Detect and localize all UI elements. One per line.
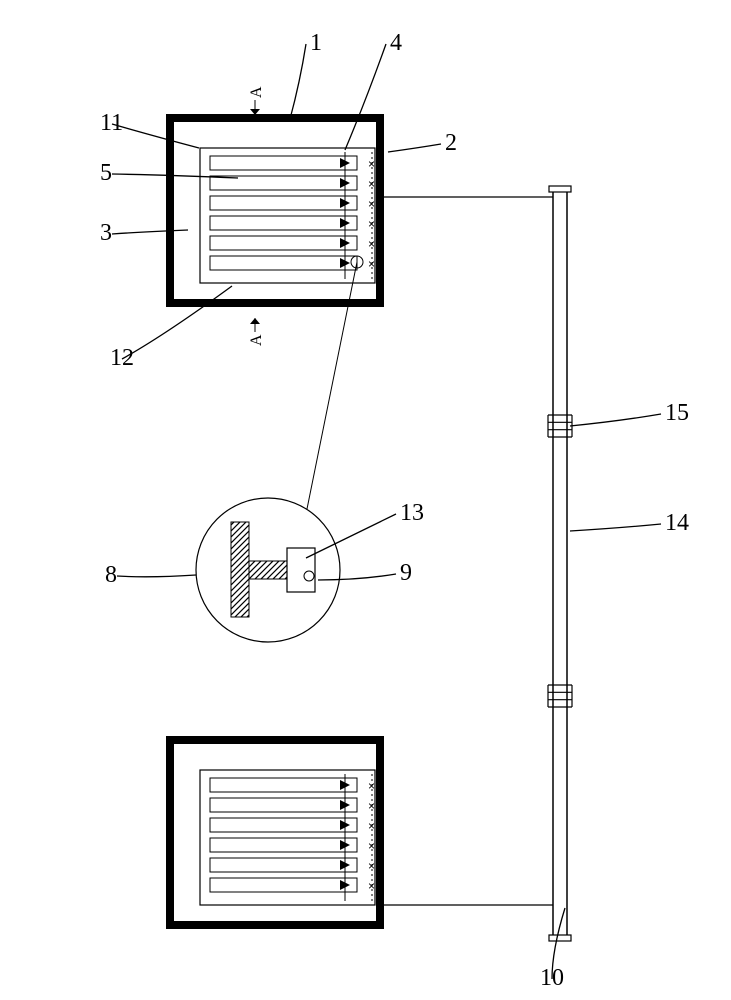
callout-label-15: 15 xyxy=(665,400,689,426)
callout-label-3: 3 xyxy=(100,220,112,246)
callout-label-10: 10 xyxy=(540,965,564,991)
callout-label-14: 14 xyxy=(665,510,689,536)
callout-label-9: 9 xyxy=(400,560,412,586)
callout-label-1: 1 xyxy=(310,30,322,56)
engineering-diagram: ××××××××××××AA1411523128139151410 xyxy=(0,0,731,1000)
callout-label-13: 13 xyxy=(400,500,424,526)
callout-label-4: 4 xyxy=(390,30,402,56)
svg-text:A: A xyxy=(248,86,265,98)
callout-label-2: 2 xyxy=(445,130,457,156)
callout-label-8: 8 xyxy=(105,562,117,588)
svg-text:A: A xyxy=(248,334,265,346)
callout-label-5: 5 xyxy=(100,160,112,186)
callout-label-12: 12 xyxy=(110,345,134,371)
callout-label-11: 11 xyxy=(100,110,123,136)
